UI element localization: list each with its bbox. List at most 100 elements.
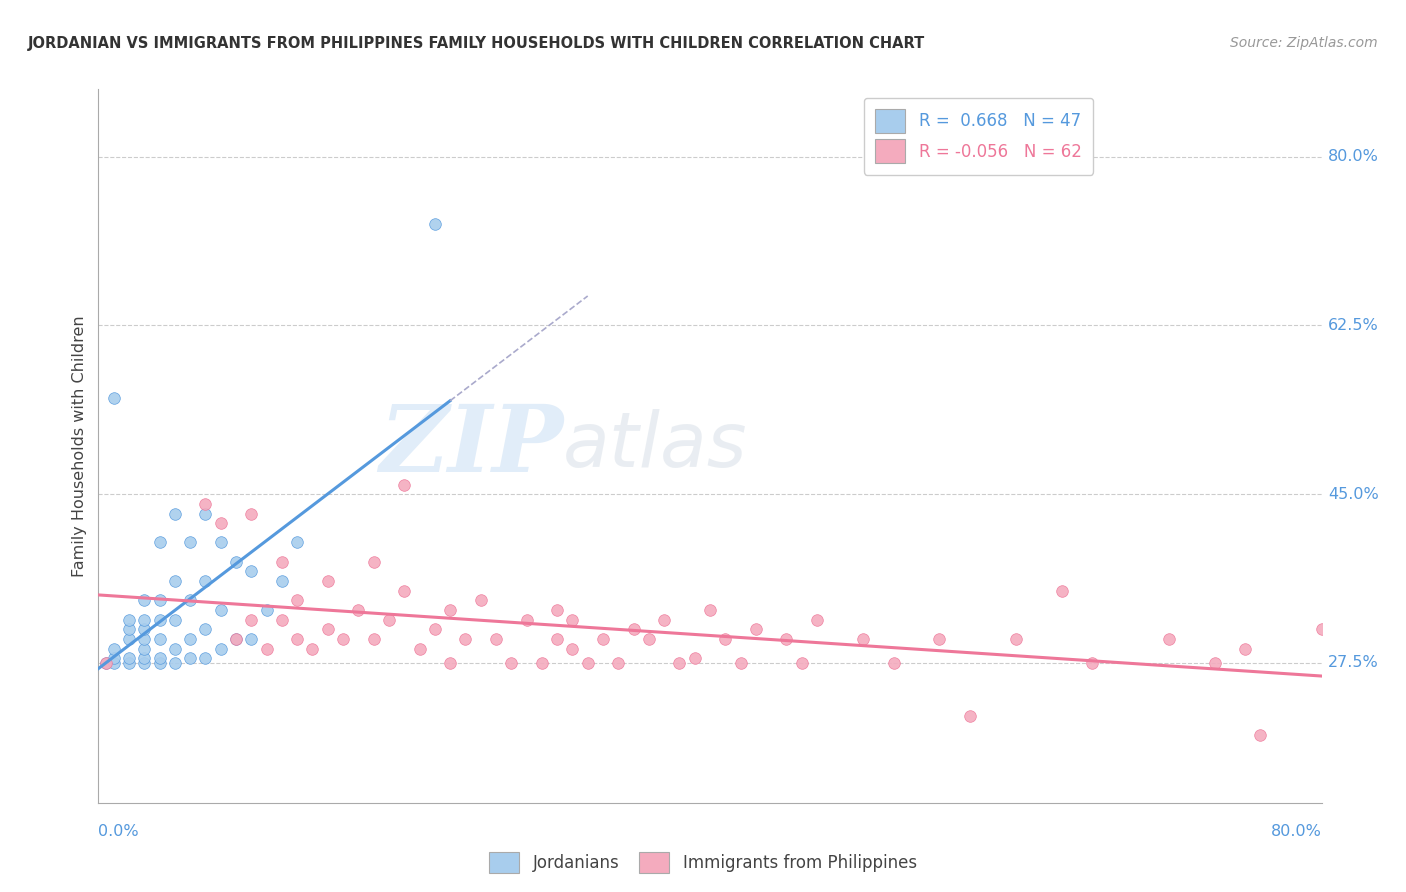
Point [179,593,201,607]
Point [285,593,308,607]
Point [423,217,446,231]
Point [546,603,568,617]
Text: 27.5%: 27.5% [1327,656,1378,671]
Point [118,613,141,627]
Point [134,656,156,670]
Point [149,535,172,549]
Text: 80.0%: 80.0% [1271,824,1322,839]
Point [1234,641,1257,656]
Point [1249,728,1271,742]
Point [225,555,247,569]
Point [134,641,156,656]
Point [270,613,292,627]
Point [439,603,461,617]
Point [423,622,446,636]
Point [179,632,201,646]
Point [256,603,278,617]
Point [652,613,675,627]
Point [546,632,568,646]
Point [163,641,186,656]
Point [1050,583,1073,598]
Point [775,632,797,646]
Point [149,613,172,627]
Point [103,391,125,405]
Legend: R =  0.668   N = 47, R = -0.056   N = 62: R = 0.668 N = 47, R = -0.056 N = 62 [863,97,1092,175]
Point [285,632,308,646]
Point [852,632,875,646]
Point [134,593,156,607]
Point [530,656,553,670]
Point [209,535,232,549]
Text: 62.5%: 62.5% [1327,318,1378,333]
Point [134,632,156,646]
Point [316,574,339,588]
Point [194,497,217,511]
Point [699,603,721,617]
Text: 45.0%: 45.0% [1327,487,1378,501]
Text: 80.0%: 80.0% [1327,149,1379,164]
Point [163,574,186,588]
Point [209,641,232,656]
Point [118,656,141,670]
Point [668,656,690,670]
Point [149,632,172,646]
Point [363,555,385,569]
Point [714,632,737,646]
Point [501,656,523,670]
Point [149,651,172,665]
Point [194,507,217,521]
Point [270,555,292,569]
Point [194,574,217,588]
Point [301,641,323,656]
Point [623,622,645,636]
Point [103,656,125,670]
Point [454,632,477,646]
Y-axis label: Family Households with Children: Family Households with Children [72,315,87,577]
Point [392,583,416,598]
Point [256,641,278,656]
Point [209,516,232,530]
Point [883,656,905,670]
Point [561,613,583,627]
Point [118,622,141,636]
Point [163,656,186,670]
Point [1204,656,1226,670]
Point [94,656,117,670]
Point [730,656,752,670]
Point [270,574,292,588]
Point [1310,622,1333,636]
Point [928,632,950,646]
Point [94,656,117,670]
Point [745,622,768,636]
Point [103,641,125,656]
Point [592,632,614,646]
Point [149,656,172,670]
Text: Source: ZipAtlas.com: Source: ZipAtlas.com [1230,36,1378,50]
Point [607,656,630,670]
Point [118,632,141,646]
Point [149,593,172,607]
Point [683,651,706,665]
Point [516,613,538,627]
Legend: Jordanians, Immigrants from Philippines: Jordanians, Immigrants from Philippines [482,846,924,880]
Point [240,507,263,521]
Point [209,603,232,617]
Point [240,632,263,646]
Point [392,477,416,491]
Point [134,613,156,627]
Point [179,535,201,549]
Text: atlas: atlas [564,409,748,483]
Text: ZIP: ZIP [380,401,564,491]
Point [316,622,339,636]
Point [439,656,461,670]
Point [225,632,247,646]
Text: JORDANIAN VS IMMIGRANTS FROM PHILIPPINES FAMILY HOUSEHOLDS WITH CHILDREN CORRELA: JORDANIAN VS IMMIGRANTS FROM PHILIPPINES… [28,36,925,51]
Point [118,651,141,665]
Point [959,709,981,723]
Point [806,613,828,627]
Point [134,651,156,665]
Point [103,651,125,665]
Point [485,632,508,646]
Point [363,632,385,646]
Point [1081,656,1104,670]
